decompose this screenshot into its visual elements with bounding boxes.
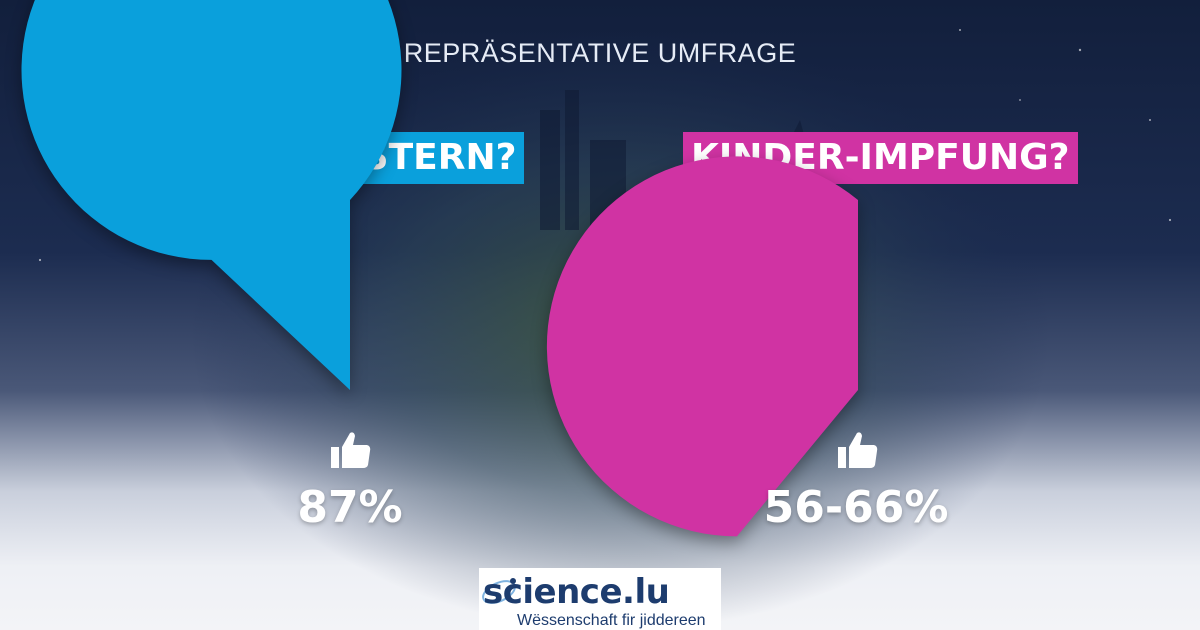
value-label-kinder: 56-66% <box>763 482 949 533</box>
thumbs-up-icon <box>838 432 878 468</box>
pie-slice-booster-0 <box>21 0 402 390</box>
logo-wordmark: science.lu <box>483 572 670 612</box>
logo-tagline: Wëssenschaft fir jiddereen <box>517 612 706 629</box>
survey-title: REPRÄSENTATIVE UMFRAGE <box>403 38 797 68</box>
atom-orbit-icon <box>482 578 516 604</box>
value-label-booster: 87% <box>297 482 403 533</box>
science-lu-logo[interactable]: science.lu Wëssenschaft fir jiddereen <box>479 568 721 630</box>
thumbs-up-icon <box>331 432 371 468</box>
pie-slice-kinder-0 <box>546 156 858 537</box>
